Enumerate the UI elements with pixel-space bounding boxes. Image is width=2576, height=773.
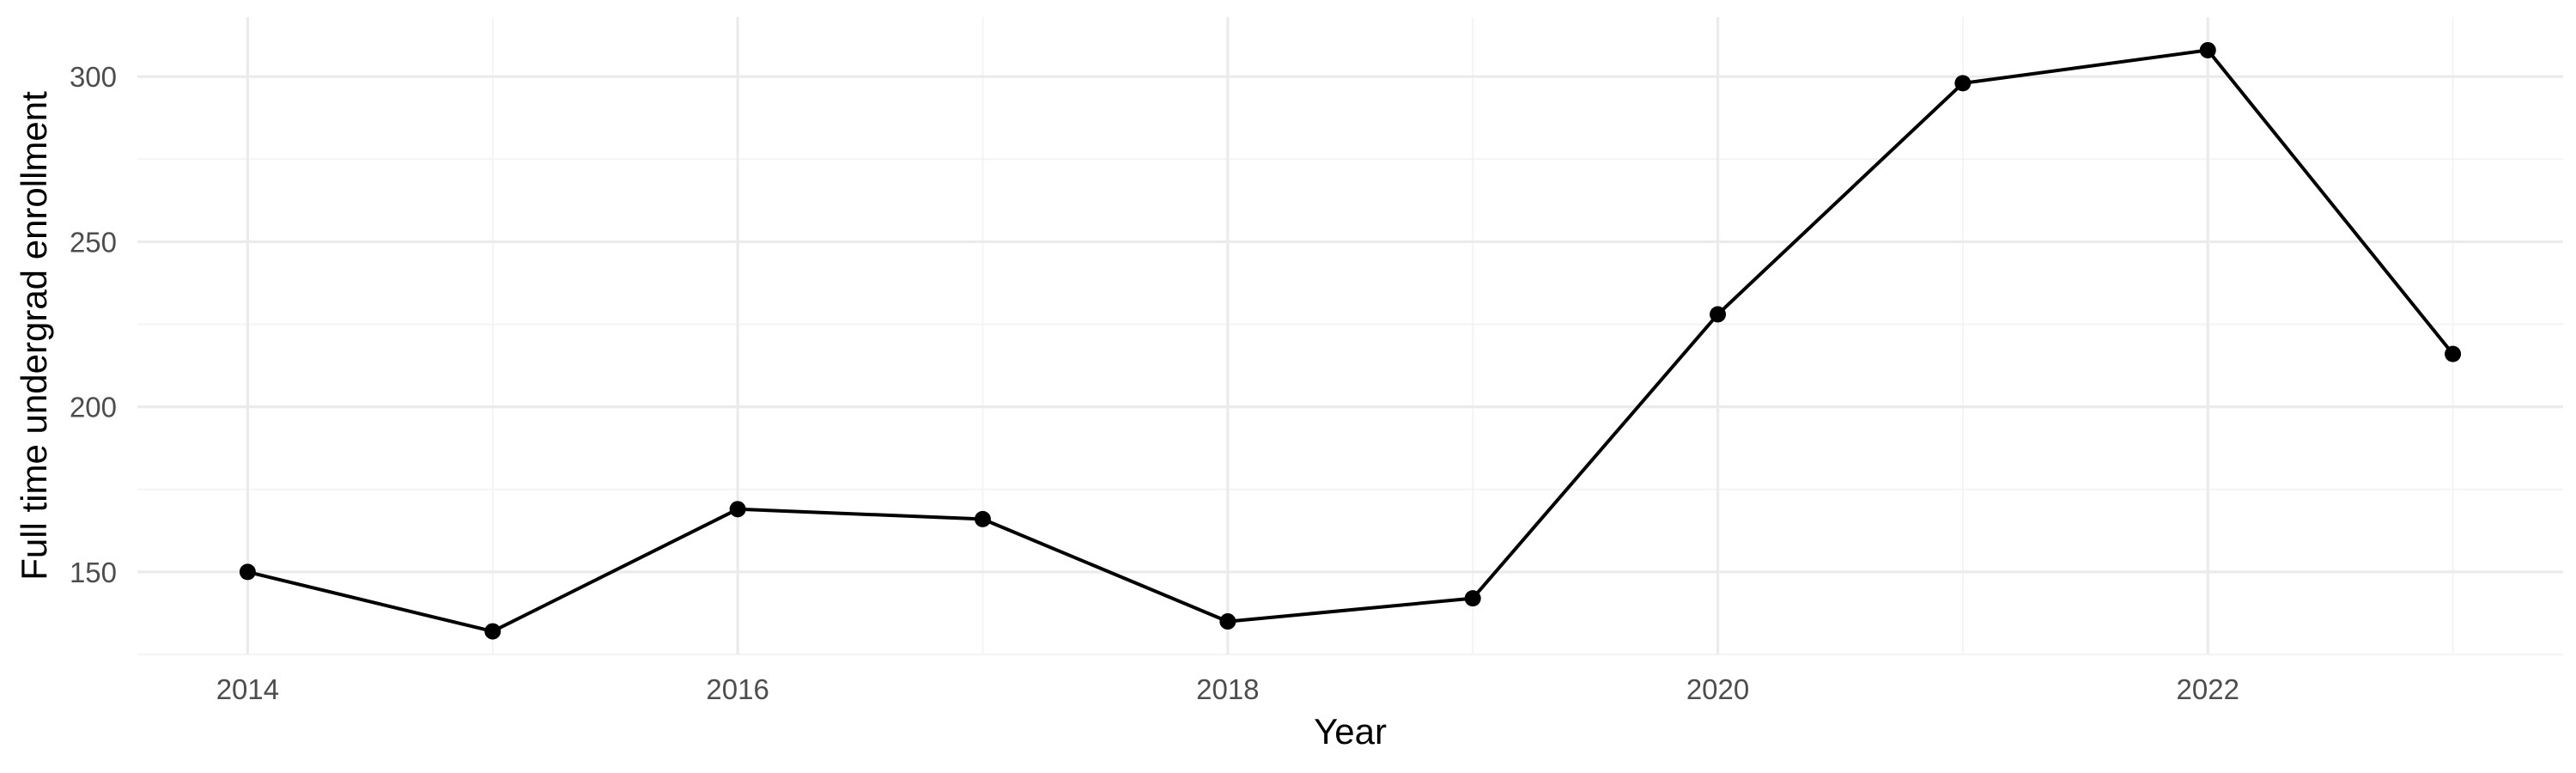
x-tick-label: 2014 [216, 673, 279, 705]
y-tick-label: 200 [70, 392, 117, 423]
x-tick-label: 2018 [1196, 673, 1259, 705]
series-line [246, 48, 2455, 634]
data-point [239, 563, 256, 581]
data-point [1954, 75, 1971, 92]
series-layer [239, 41, 2462, 640]
y-axis-tick-labels: 150 200 250 300 [70, 61, 117, 588]
x-tick-label: 2016 [706, 673, 769, 705]
data-point [1464, 590, 1481, 607]
data-point [974, 510, 991, 527]
y-tick-label: 300 [70, 61, 117, 93]
y-axis-title: Full time undergrad enrollment [14, 91, 54, 581]
data-point [484, 623, 501, 640]
major-gridlines [137, 17, 2563, 654]
y-tick-label: 150 [70, 557, 117, 588]
data-point [1710, 306, 1727, 323]
data-point [1219, 613, 1236, 630]
data-point [2445, 345, 2462, 362]
y-tick-label: 250 [70, 226, 117, 258]
data-point [2199, 41, 2216, 58]
x-axis-title: Year [1314, 711, 1387, 752]
data-point [729, 501, 746, 518]
minor-gridlines [137, 17, 2563, 655]
x-tick-label: 2022 [2177, 673, 2239, 705]
x-tick-label: 2020 [1686, 673, 1749, 705]
x-axis-tick-labels: 2014 2016 2018 2020 2022 [216, 673, 2239, 705]
